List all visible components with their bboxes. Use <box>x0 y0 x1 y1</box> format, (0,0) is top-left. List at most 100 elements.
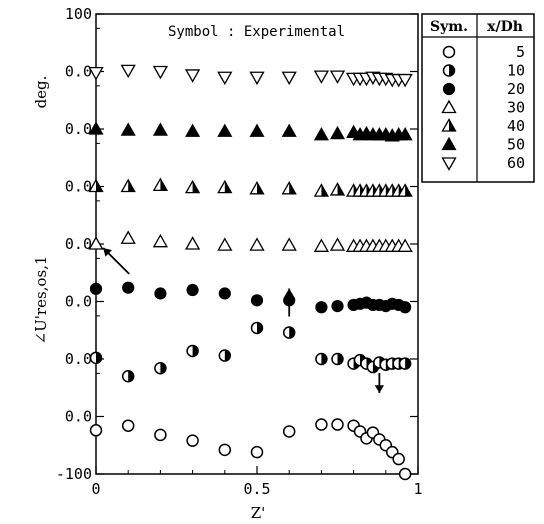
data-point <box>186 283 199 297</box>
data-point <box>281 180 297 195</box>
data-point <box>281 237 297 251</box>
data-point <box>120 178 136 193</box>
data-point <box>186 344 199 358</box>
data-point <box>217 237 233 251</box>
data-point <box>315 301 328 314</box>
y-tick-label: 0.0 <box>65 63 92 81</box>
x-tick-label: 1 <box>413 480 422 498</box>
data-point <box>184 69 201 83</box>
data-point <box>250 294 264 307</box>
data-point <box>154 287 167 300</box>
data-point <box>313 70 330 84</box>
data-point <box>331 300 344 313</box>
data-point <box>397 127 413 141</box>
legend-row: 50 <box>441 136 525 154</box>
legend-value: 60 <box>507 154 525 172</box>
data-point <box>88 178 104 193</box>
series-60 <box>88 64 413 88</box>
data-point <box>122 281 135 294</box>
data-point <box>315 352 328 366</box>
y-unit-label: deg. <box>32 76 50 109</box>
legend-row: 30 <box>441 99 525 117</box>
series-20 <box>89 281 412 314</box>
y-tick-label: 0.0 <box>65 235 92 253</box>
x-axis-ticks: 0 0.5 1 <box>91 466 423 498</box>
legend-value: 5 <box>516 43 525 61</box>
data-point <box>397 183 413 197</box>
data-point <box>217 123 233 137</box>
legend-row: 60 <box>441 154 525 172</box>
data-point <box>313 127 329 141</box>
data-point <box>154 428 167 442</box>
series-30 <box>88 230 413 252</box>
data-point <box>152 122 168 136</box>
data-point <box>442 82 456 96</box>
legend-value: 40 <box>507 117 525 135</box>
data-point <box>217 71 233 86</box>
arrow-layer <box>102 247 384 393</box>
data-point <box>121 370 135 383</box>
y-tick-label: 0.0 <box>65 293 92 311</box>
x-tick-label: 0 <box>91 480 100 498</box>
data-point <box>441 118 457 132</box>
data-point <box>249 180 265 195</box>
series-5 <box>89 418 412 481</box>
legend-row: 5 <box>442 43 525 61</box>
data-point <box>249 123 265 137</box>
legend-row: 20 <box>442 80 525 98</box>
data-point <box>313 238 330 252</box>
data-point <box>329 125 346 140</box>
legend-header-xdh: x/Dh <box>487 19 523 35</box>
legend-row: 40 <box>441 117 525 135</box>
arrow-up <box>284 288 294 317</box>
data-point <box>442 64 456 77</box>
data-point <box>281 71 297 86</box>
data-point <box>441 136 457 151</box>
data-point <box>329 237 346 251</box>
data-point <box>392 452 405 466</box>
legend-value: 10 <box>507 62 525 80</box>
data-point <box>331 418 344 431</box>
series-40 <box>88 177 413 197</box>
data-point <box>184 179 201 194</box>
data-point <box>397 73 413 88</box>
data-point <box>331 352 344 366</box>
x-tick-label: 0.5 <box>243 480 270 498</box>
y-tick-label: 0.0 <box>65 408 92 426</box>
data-point <box>154 361 167 375</box>
data-point <box>121 419 135 432</box>
data-point <box>249 237 265 251</box>
data-point <box>152 177 169 192</box>
legend-value: 20 <box>507 80 525 98</box>
data-point <box>88 67 104 81</box>
legend-box <box>421 13 535 183</box>
legend-header-sym: Sym. <box>430 19 468 35</box>
data-point <box>184 236 201 250</box>
data-point <box>282 425 296 438</box>
data-point <box>441 99 457 114</box>
y-tick-label: -100 <box>56 465 92 483</box>
data-point <box>313 183 330 197</box>
data-point <box>88 121 104 135</box>
data-point <box>186 434 199 447</box>
arrow-down <box>374 373 384 393</box>
symbol-annotation: Symbol : Experimental <box>168 24 345 40</box>
data-point <box>442 45 456 59</box>
y-tick-label: 0.0 <box>65 178 92 196</box>
data-point <box>217 179 233 194</box>
data-point <box>398 357 412 370</box>
data-point <box>282 326 296 339</box>
data-point <box>397 238 413 252</box>
y-tick-label: 0.0 <box>65 120 92 138</box>
y-tick-label: 0.0 <box>65 350 92 368</box>
data-point <box>315 418 328 431</box>
series-layer <box>88 64 413 481</box>
data-point <box>250 445 264 459</box>
data-point <box>120 64 136 79</box>
arrow-up-left <box>102 247 130 275</box>
data-point <box>399 301 412 314</box>
y-tick-label: 100 <box>65 5 92 23</box>
